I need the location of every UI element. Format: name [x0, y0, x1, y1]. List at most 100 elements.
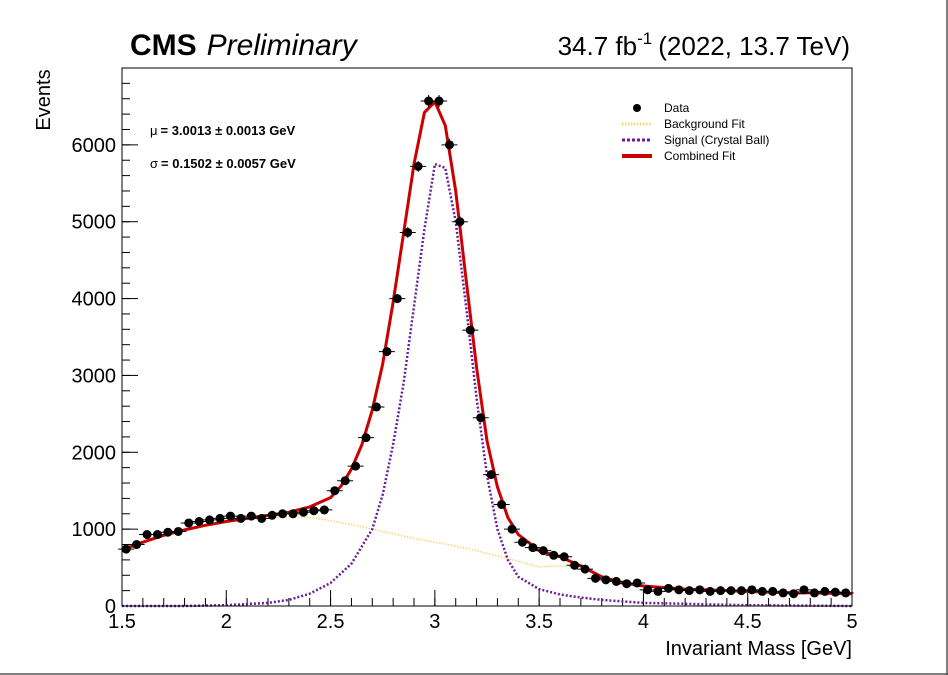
data-point	[841, 588, 851, 598]
data-point	[757, 586, 767, 596]
data-point	[298, 507, 308, 517]
sigma-value: = 0.1502 ± 0.0057 GeV	[161, 156, 296, 171]
data-point	[820, 586, 830, 596]
mu-symbol: μ	[150, 123, 158, 138]
data-point	[549, 550, 559, 560]
data-point	[173, 526, 183, 536]
y-axis-title: Events	[33, 69, 55, 130]
x-tick-label: 3	[429, 611, 440, 633]
data-point	[236, 513, 246, 523]
data-point	[653, 586, 663, 596]
data-point	[194, 516, 204, 526]
data-point	[132, 540, 142, 550]
y-tick-label: 3000	[72, 365, 117, 387]
data-point	[152, 530, 162, 540]
data-point	[413, 161, 423, 171]
legend-data-marker	[633, 104, 641, 112]
data-point	[319, 505, 329, 515]
data-point	[799, 585, 809, 595]
data-point	[371, 402, 381, 412]
data-point	[632, 578, 642, 588]
data-point	[121, 544, 131, 554]
data-point	[205, 515, 215, 525]
data-point	[278, 509, 288, 519]
data-point	[434, 96, 444, 106]
data-point	[674, 585, 684, 595]
data-point	[330, 486, 340, 496]
data-point	[246, 511, 256, 521]
data-point	[309, 506, 319, 516]
lumi-label: 34.7 fb-1 (2022, 13.7 TeV)	[558, 29, 850, 61]
data-point	[695, 585, 705, 595]
data-points	[118, 94, 854, 599]
data-point	[684, 586, 694, 596]
data-point	[622, 579, 632, 589]
data-point	[184, 518, 194, 528]
data-point	[611, 576, 621, 586]
data-point	[424, 96, 434, 106]
mu-value: = 3.0013 ± 0.0013 GeV	[161, 123, 296, 138]
y-tick-label: 5000	[72, 212, 117, 234]
y-tick-label: 1000	[72, 519, 117, 541]
y-tick-label: 2000	[72, 442, 117, 464]
data-point	[215, 513, 225, 523]
data-point	[570, 560, 580, 570]
data-point	[497, 500, 507, 510]
x-axis-title: Invariant Mass [GeV]	[665, 638, 852, 660]
x-tick-label: 2	[221, 611, 232, 633]
data-point	[528, 543, 538, 553]
legend-label: Signal (Crystal Ball)	[664, 133, 769, 147]
cms-status: Preliminary	[207, 29, 359, 62]
x-tick-label: 4	[638, 611, 649, 633]
cms-label: CMS Preliminary	[130, 29, 359, 62]
data-point	[559, 552, 569, 562]
data-point	[517, 537, 527, 547]
data-point	[580, 564, 590, 574]
x-tick-label: 3.5	[525, 611, 553, 633]
y-tick-label: 4000	[72, 289, 117, 311]
data-point	[392, 294, 402, 304]
data-point	[267, 510, 277, 520]
data-point	[361, 433, 371, 443]
data-point	[705, 586, 715, 596]
plot-frame	[121, 67, 853, 607]
data-point	[382, 347, 392, 357]
data-point	[538, 546, 548, 556]
legend-label: Background Fit	[664, 117, 745, 131]
data-point	[590, 573, 600, 583]
data-point	[736, 586, 746, 596]
data-point	[340, 476, 350, 486]
y-tick-label: 0	[105, 596, 116, 618]
data-point	[809, 588, 819, 598]
x-tick-label: 5	[846, 611, 857, 633]
data-point	[142, 530, 152, 540]
lumi-suffix: (2022, 13.7 TeV)	[658, 31, 850, 61]
data-point	[455, 217, 465, 227]
sigma-symbol: σ	[150, 156, 158, 171]
legend-label: Data	[664, 101, 690, 115]
x-tick-label: 1.5	[108, 611, 136, 633]
legend: Data Background Fit Signal (Crystal Ball) C…	[622, 101, 769, 163]
data-point	[486, 470, 496, 480]
signal-crystal-ball-curve	[122, 162, 853, 608]
data-point	[476, 413, 486, 423]
data-point	[257, 513, 267, 523]
x-tick-label: 4.5	[734, 611, 762, 633]
data-point	[789, 589, 799, 599]
data-point	[507, 524, 517, 534]
cms-experiment: CMS	[130, 29, 197, 62]
data-point	[747, 585, 757, 595]
y-tick-label: 6000	[72, 135, 117, 157]
data-point	[403, 227, 413, 237]
mu-annotation: μ = 3.0013 ± 0.0013 GeV	[150, 123, 296, 138]
data-point	[601, 575, 611, 585]
data-point	[830, 587, 840, 597]
data-point	[778, 588, 788, 598]
lumi-value: 34.7 fb	[558, 31, 638, 61]
data-point	[663, 583, 673, 593]
sigma-annotation: σ = 0.1502 ± 0.0057 GeV	[150, 156, 296, 171]
data-point	[225, 511, 235, 521]
data-point	[643, 585, 653, 595]
data-point	[768, 586, 778, 596]
